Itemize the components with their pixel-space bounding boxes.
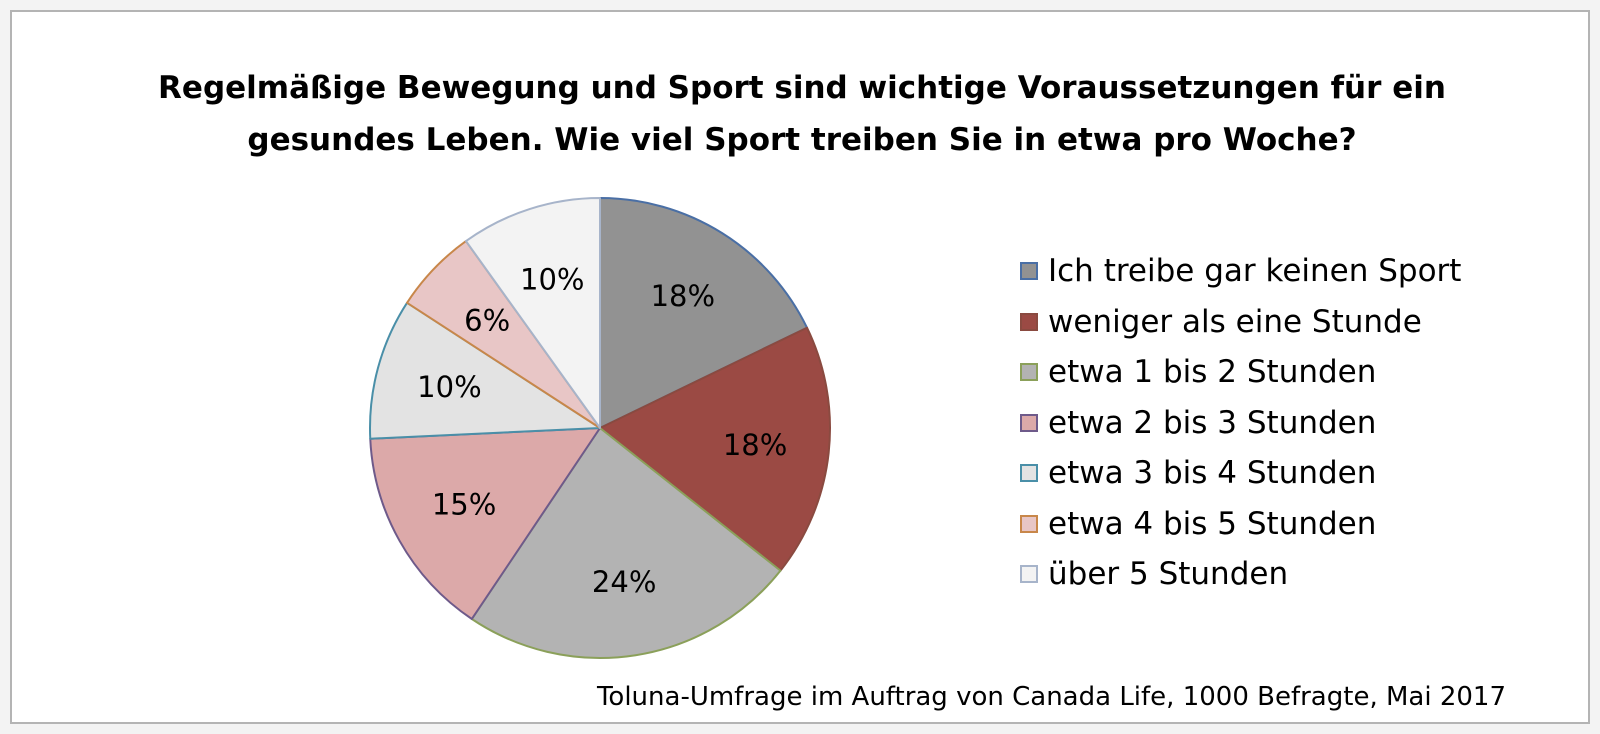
pie-chart: 18% 18% 24% 15% 10% 6% 10%	[369, 197, 831, 659]
legend-item-6: etwa 4 bis 5 Stunden	[1020, 499, 1461, 550]
legend-label-7: über 5 Stunden	[1048, 556, 1289, 593]
source-note: Toluna-Umfrage im Auftrag von Canada Lif…	[596, 682, 1506, 712]
chart-title: Regelmäßige Bewegung und Sport sind wich…	[12, 62, 1592, 166]
slice-value-label-2: 18%	[723, 428, 787, 462]
chart-title-line-1: Regelmäßige Bewegung und Sport sind wich…	[158, 70, 1446, 106]
slice-value-label-6: 6%	[464, 303, 510, 337]
slice-value-label-7: 10%	[520, 262, 584, 296]
legend-swatch-1	[1020, 262, 1038, 281]
legend-item-2: weniger als eine Stunde	[1020, 297, 1461, 348]
slice-value-label-4: 15%	[432, 488, 496, 522]
legend-item-4: etwa 2 bis 3 Stunden	[1020, 398, 1461, 449]
legend-label-6: etwa 4 bis 5 Stunden	[1048, 505, 1377, 542]
legend-swatch-6	[1020, 514, 1038, 533]
slice-value-label-5: 10%	[417, 370, 481, 404]
pie-slice-5	[369, 301, 601, 440]
pie-slice-1	[599, 197, 809, 429]
slice-value-label-3: 24%	[592, 565, 656, 599]
pie-slice-4	[369, 427, 601, 620]
legend-swatch-3	[1020, 363, 1038, 382]
legend-item-1: Ich treibe gar keinen Sport	[1020, 246, 1461, 297]
legend-swatch-7	[1020, 565, 1038, 584]
chart-frame: Regelmäßige Bewegung und Sport sind wich…	[10, 10, 1590, 724]
legend-swatch-2	[1020, 312, 1038, 331]
legend-label-3: etwa 1 bis 2 Stunden	[1048, 354, 1377, 391]
legend-item-5: etwa 3 bis 4 Stunden	[1020, 448, 1461, 499]
pie-slice-3	[470, 427, 782, 659]
legend-label-4: etwa 2 bis 3 Stunden	[1048, 404, 1377, 441]
legend-swatch-4	[1020, 413, 1038, 432]
slice-value-label-1: 18%	[651, 279, 715, 313]
chart-title-line-2: gesundes Leben. Wie viel Sport treiben S…	[247, 122, 1357, 158]
legend-label-5: etwa 3 bis 4 Stunden	[1048, 455, 1377, 492]
legend-item-7: über 5 Stunden	[1020, 549, 1461, 600]
legend-swatch-5	[1020, 464, 1038, 483]
legend-label-2: weniger als eine Stunde	[1048, 303, 1422, 340]
legend-label-1: Ich treibe gar keinen Sport	[1048, 253, 1462, 290]
legend-item-3: etwa 1 bis 2 Stunden	[1020, 347, 1461, 398]
chart-legend: Ich treibe gar keinen Sport weniger als e…	[1020, 246, 1461, 600]
pie-slice-7	[464, 197, 601, 429]
pie-slice-2	[599, 326, 831, 572]
